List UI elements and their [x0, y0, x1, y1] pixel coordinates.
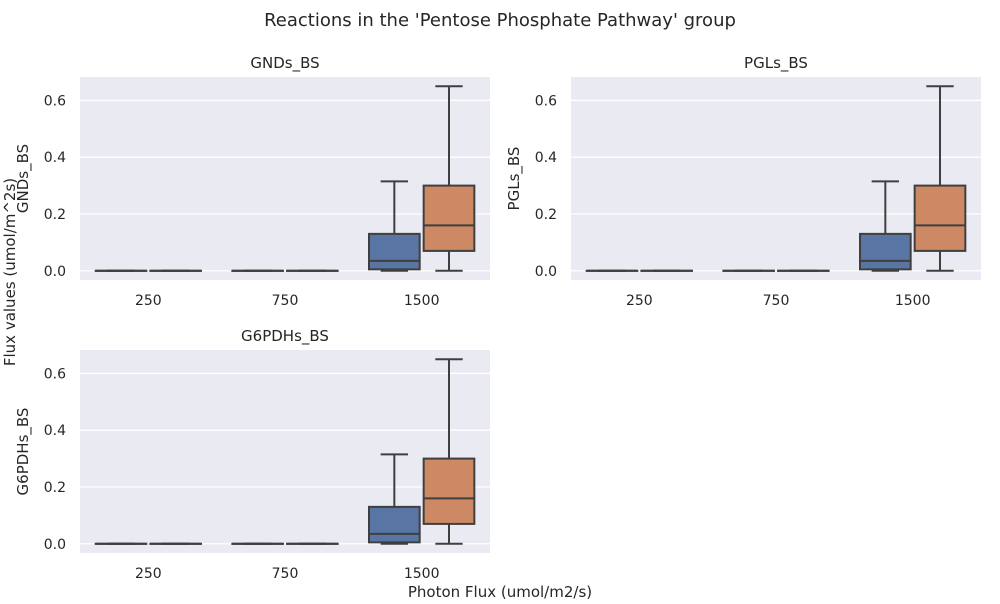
y-axis-label: GNDs_BS	[14, 144, 33, 213]
y-tick-label: 0.0	[44, 264, 66, 280]
box-body	[424, 459, 475, 524]
subplot-1: 0.0 0.2 0.4 0.6 250 750 1500 GNDs_BS GNDs_BS	[14, 54, 490, 309]
subplot-3: 0.0 0.2 0.4 0.6 250 750 1500 G6PDHs_BS G6PDHs_BS	[14, 327, 490, 582]
y-tick-label: 0.2	[535, 207, 557, 223]
y-tick-label: 0.6	[44, 93, 66, 109]
x-tick-label: 1500	[404, 566, 440, 582]
y-tick-label: 0.4	[44, 423, 66, 439]
x-tick-label: 250	[626, 293, 653, 309]
y-tick-label: 0.2	[44, 480, 66, 496]
y-axis-label: PGLs_BS	[505, 147, 524, 211]
subplot-2: 0.0 0.2 0.4 0.6 250 750 1500 PGLs_BS PGLs_BS	[505, 54, 981, 309]
box-body	[915, 186, 966, 251]
box-body	[369, 234, 420, 269]
figure-x-label: Photon Flux (umol/m2/s)	[408, 583, 592, 600]
x-tick-label: 250	[135, 293, 162, 309]
box-body	[860, 234, 911, 269]
x-tick-label: 750	[272, 566, 299, 582]
x-tick-label: 750	[763, 293, 790, 309]
box-body	[369, 507, 420, 542]
y-tick-label: 0.6	[44, 366, 66, 382]
subplot-title: PGLs_BS	[744, 54, 808, 73]
subplot-title: GNDs_BS	[250, 54, 319, 73]
x-tick-label: 250	[135, 566, 162, 582]
y-tick-label: 0.4	[44, 150, 66, 166]
y-axis-label: G6PDHs_BS	[14, 408, 33, 496]
x-tick-label: 750	[272, 293, 299, 309]
y-tick-label: 0.0	[535, 264, 557, 280]
figure-title: Reactions in the 'Pentose Phosphate Path…	[264, 10, 736, 31]
y-tick-label: 0.2	[44, 207, 66, 223]
y-tick-label: 0.0	[44, 537, 66, 553]
y-tick-label: 0.6	[535, 93, 557, 109]
x-tick-label: 1500	[404, 293, 440, 309]
y-tick-label: 0.4	[535, 150, 557, 166]
subplot-title: G6PDHs_BS	[241, 327, 329, 346]
box-body	[424, 186, 475, 251]
x-tick-label: 1500	[895, 293, 931, 309]
